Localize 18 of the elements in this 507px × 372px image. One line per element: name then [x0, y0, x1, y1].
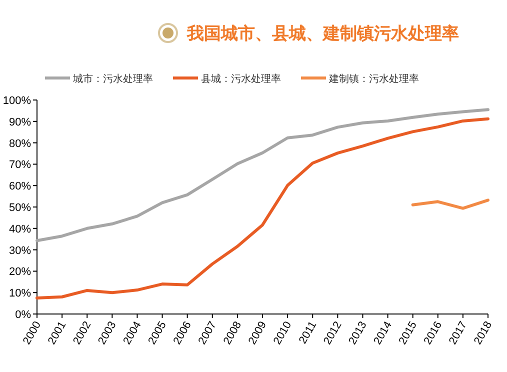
line-series	[411, 198, 490, 210]
y-tick-label: 10%	[8, 288, 32, 300]
chart-title: 我国城市、县城、建制镇污水处理率	[186, 24, 459, 43]
y-tick-label: 80%	[8, 138, 32, 150]
y-tick-label: 40%	[8, 223, 32, 236]
y-tick-label: 100%	[2, 95, 32, 107]
y-tick-label: 0%	[15, 309, 32, 321]
legend-label: 城市：污水处理率	[72, 73, 153, 85]
y-tick-label: 20%	[8, 266, 32, 278]
y-tick-label: 30%	[8, 244, 32, 257]
line-series	[36, 108, 490, 242]
y-tick-label: 90%	[8, 116, 32, 128]
legend-label: 建制镇：污水处理率	[328, 73, 419, 85]
y-tick-label: 60%	[8, 180, 32, 193]
legend-label: 县城：污水处理率	[201, 73, 281, 85]
y-tick-label: 50%	[8, 202, 32, 214]
y-tick-label: 70%	[8, 159, 32, 172]
line-series	[36, 117, 490, 300]
